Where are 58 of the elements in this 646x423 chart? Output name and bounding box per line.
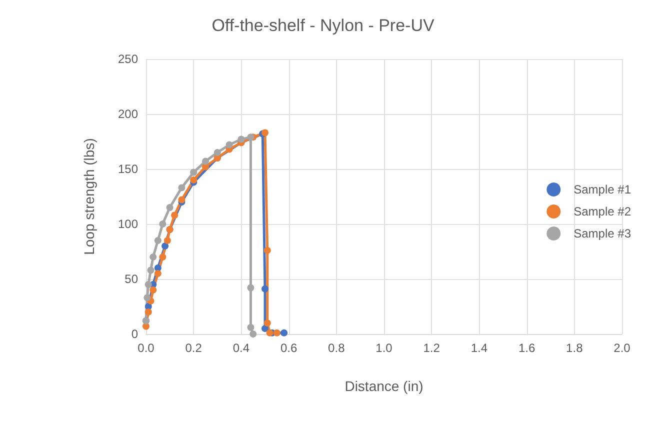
point [247, 284, 254, 292]
y-tick-label: 150 [118, 162, 138, 176]
point [264, 246, 271, 254]
y-axis-title: Loop strength (lbs) [81, 138, 97, 255]
point [150, 286, 157, 294]
point [154, 237, 162, 244]
point [266, 329, 274, 336]
x-tick-label: 1.4 [470, 341, 488, 355]
point [164, 237, 171, 244]
y-tick-label: 100 [118, 217, 138, 231]
y-tick-label: 200 [118, 107, 138, 121]
x-tick-label: 0.8 [328, 341, 346, 355]
x-tick-label: 0.4 [232, 341, 250, 355]
point [262, 129, 268, 136]
legend-label: Sample #2 [574, 204, 632, 218]
x-tick-label: 1.6 [518, 341, 536, 355]
point [171, 212, 178, 219]
y-tick-label: 50 [124, 272, 138, 286]
point [202, 158, 209, 165]
point [178, 184, 186, 192]
point [159, 220, 166, 228]
point [178, 196, 186, 204]
y-tick-label: 0 [131, 327, 138, 341]
point [226, 141, 233, 148]
point [262, 285, 268, 292]
point [142, 322, 150, 330]
point [150, 254, 157, 260]
point [250, 330, 257, 338]
point [190, 176, 198, 184]
point [247, 134, 254, 141]
legend-label: Sample #3 [574, 226, 632, 240]
point [144, 308, 152, 316]
point [159, 254, 166, 260]
chart-title: Off-the-shelf - Nylon - Pre-UV [212, 16, 435, 35]
point [280, 329, 288, 336]
point [166, 204, 174, 211]
point [162, 242, 169, 250]
x-tick-label: 0.2 [185, 341, 202, 355]
point [247, 324, 254, 331]
point [214, 149, 221, 156]
point [190, 168, 198, 176]
x-tick-label: 2.0 [614, 341, 631, 355]
y-tick-label: 250 [118, 52, 138, 66]
point [147, 266, 154, 274]
point [273, 329, 280, 336]
point [144, 294, 151, 302]
x-tick-label: 0.0 [138, 341, 155, 355]
point [238, 136, 245, 143]
point [154, 270, 162, 277]
x-tick-label: 1.2 [423, 341, 440, 355]
x-tick-label: 1.8 [566, 341, 584, 355]
x-axis-title: Distance (in) [344, 378, 424, 394]
legend-label: Sample #1 [574, 182, 632, 196]
point [264, 320, 271, 326]
x-tick-label: 0.6 [280, 341, 298, 355]
x-tick-label: 1.0 [376, 341, 393, 355]
point [202, 163, 209, 170]
point [144, 281, 152, 288]
